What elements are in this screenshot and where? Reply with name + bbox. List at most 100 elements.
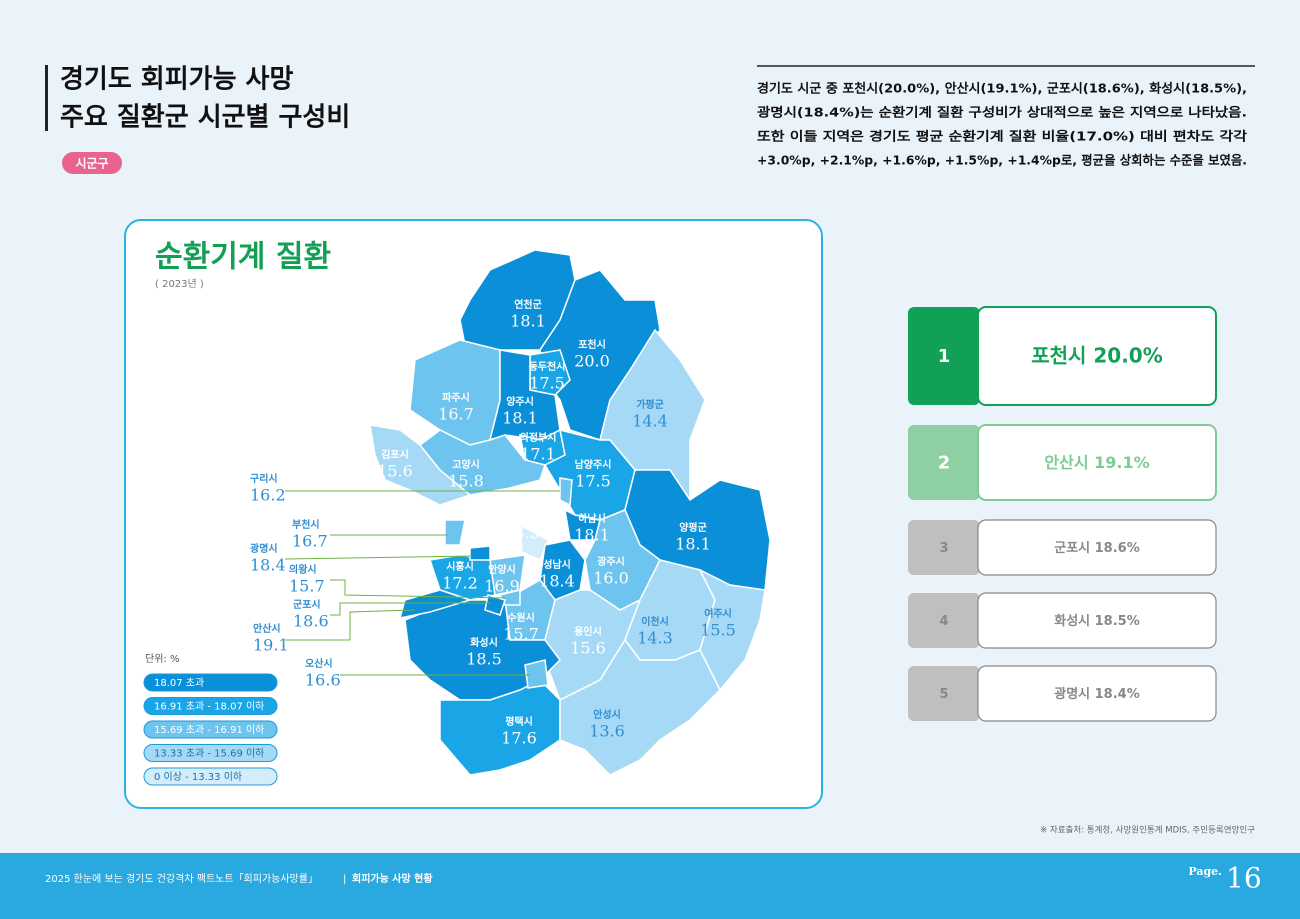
region-value: 16.9 xyxy=(484,577,520,596)
region-name: 성남시 xyxy=(543,558,571,571)
region-name: 안양시 xyxy=(488,563,516,576)
region-value: 20.0 xyxy=(574,352,610,371)
source-note: ※ 자료출처: 통계청, 사망원인통계 MDIS, 주민등록연앙인구 xyxy=(1040,825,1255,836)
rank-box xyxy=(908,593,980,648)
region-value: 16.2 xyxy=(250,486,286,505)
rank-label-box xyxy=(977,519,1217,576)
rank-label-box xyxy=(977,424,1217,501)
map-year: ( 2023년 ) xyxy=(155,278,204,290)
region-name: 안산시 xyxy=(253,622,281,635)
rank-box xyxy=(908,520,980,575)
title-bar xyxy=(45,65,48,131)
legend-label: 18.07 초과 xyxy=(154,677,204,689)
summary-line: +3.0%p, +2.1%p, +1.6%p, +1.5%p, +1.4%p로,… xyxy=(757,153,1247,168)
page-number: 16 xyxy=(1226,862,1262,895)
region-name: 오산시 xyxy=(305,657,333,670)
region-value: 17.1 xyxy=(520,445,556,464)
region-name: 안성시 xyxy=(593,708,621,721)
region-value: 17.5 xyxy=(575,472,611,491)
region-name: 부천시 xyxy=(292,518,320,531)
page-title: 주요 질환군 시군별 구성비 xyxy=(60,103,350,133)
region-name: 의정부시 xyxy=(520,431,557,444)
region-value: 18.4 xyxy=(539,572,575,591)
legend-box xyxy=(143,673,278,692)
footer-separator: | xyxy=(343,874,346,885)
region-name: 동두천시 xyxy=(529,360,566,373)
rank-number: 3 xyxy=(939,541,948,556)
footer-section: 회피가능 사망 현황 xyxy=(352,872,433,885)
region-value: 15.5 xyxy=(700,621,736,640)
legend-box xyxy=(143,744,278,762)
region-value: 18.1 xyxy=(510,312,546,331)
legend-label: 16.91 초과 - 18.07 이하 xyxy=(154,700,264,713)
leader-line xyxy=(330,602,490,616)
footer-text: 2025 한눈에 보는 경기도 건강격차 팩트노트「회피가능사망률」 xyxy=(45,872,318,885)
region-name: 광주시 xyxy=(597,556,625,568)
region-value: 16.6 xyxy=(305,671,341,690)
region-value: 15.6 xyxy=(377,462,413,481)
summary-line: 광명시(18.4%)는 순환기계 질환 구성비가 상대적으로 높은 지역으로 나… xyxy=(757,105,1247,120)
rank-label-box xyxy=(977,665,1217,722)
region-name: 여주시 xyxy=(704,607,732,620)
region-name: 남양주시 xyxy=(575,458,612,471)
region-value: 18.5 xyxy=(466,650,502,669)
region-name: 포천시 xyxy=(578,338,606,351)
region-value: 18.1 xyxy=(574,526,610,545)
region-name: 시흥시 xyxy=(446,560,474,573)
region-value: 16.7 xyxy=(438,405,474,424)
region-shape xyxy=(444,519,466,546)
region-name: 광명시 xyxy=(250,542,278,555)
page-label: Page. xyxy=(1188,865,1222,878)
region-name: 과천시 xyxy=(508,510,536,523)
region-name: 수원시 xyxy=(507,611,535,624)
region-shape xyxy=(559,638,721,776)
region-value: 14.4 xyxy=(632,412,668,431)
legend-box xyxy=(143,720,278,739)
region-value: 17.6 xyxy=(501,729,537,748)
region-shape xyxy=(469,545,491,561)
leader-line xyxy=(330,579,506,599)
region-shape xyxy=(559,477,573,507)
region-name: 구리시 xyxy=(250,472,278,485)
summary-line: 또한 이들 지역은 경기도 평균 순환기계 질환 비율(17.0%) 대비 편차… xyxy=(757,129,1248,144)
region-name: 의왕시 xyxy=(289,563,317,576)
rank-box xyxy=(908,666,980,721)
region-name: 이천시 xyxy=(641,615,669,628)
leader-line xyxy=(284,555,473,560)
region-name: 연천군 xyxy=(514,298,542,311)
region-name: 김포시 xyxy=(381,449,409,461)
region-value: 19.1 xyxy=(253,636,289,655)
region-name: 하남시 xyxy=(578,512,606,525)
region-value: 15.7 xyxy=(503,625,539,644)
rank-number: 5 xyxy=(939,687,948,702)
region-name: 고양시 xyxy=(452,459,480,471)
region-name: 화성시 xyxy=(470,636,498,649)
summary-line: 경기도 시군 중 포천시(20.0%), 안산시(19.1%), 군포시(18.… xyxy=(757,81,1247,96)
rank-number: 2 xyxy=(938,453,951,474)
rank-number: 4 xyxy=(939,614,948,629)
rank-number: 1 xyxy=(938,346,951,367)
region-shape xyxy=(369,424,472,506)
region-name: 용인시 xyxy=(574,625,602,638)
legend-box xyxy=(143,697,278,715)
region-name: 평택시 xyxy=(505,715,533,728)
legend-box xyxy=(143,767,278,786)
legend-label: 15.69 초과 - 16.91 이하 xyxy=(154,723,264,736)
region-value: 14.3 xyxy=(637,629,673,648)
region-value: 17.2 xyxy=(442,574,478,593)
leader-line xyxy=(285,609,416,641)
rank-box xyxy=(908,307,980,405)
page-title: 경기도 회피가능 사망 xyxy=(60,65,293,95)
rank-box xyxy=(908,425,980,500)
region-shape xyxy=(698,568,766,692)
region-shape xyxy=(519,523,549,562)
region-name: 양주시 xyxy=(506,396,534,408)
region-value: 16.7 xyxy=(292,532,328,551)
region-shape xyxy=(524,659,549,689)
legend-label: 0 이상 - 13.33 이하 xyxy=(154,770,242,783)
legend-label: 13.33 초과 - 15.69 이하 xyxy=(154,747,264,760)
region-value: 15.7 xyxy=(289,577,325,596)
region-name: 군포시 xyxy=(293,599,321,611)
footer-band xyxy=(0,853,1300,919)
tag-label: 시군구 xyxy=(75,157,108,171)
